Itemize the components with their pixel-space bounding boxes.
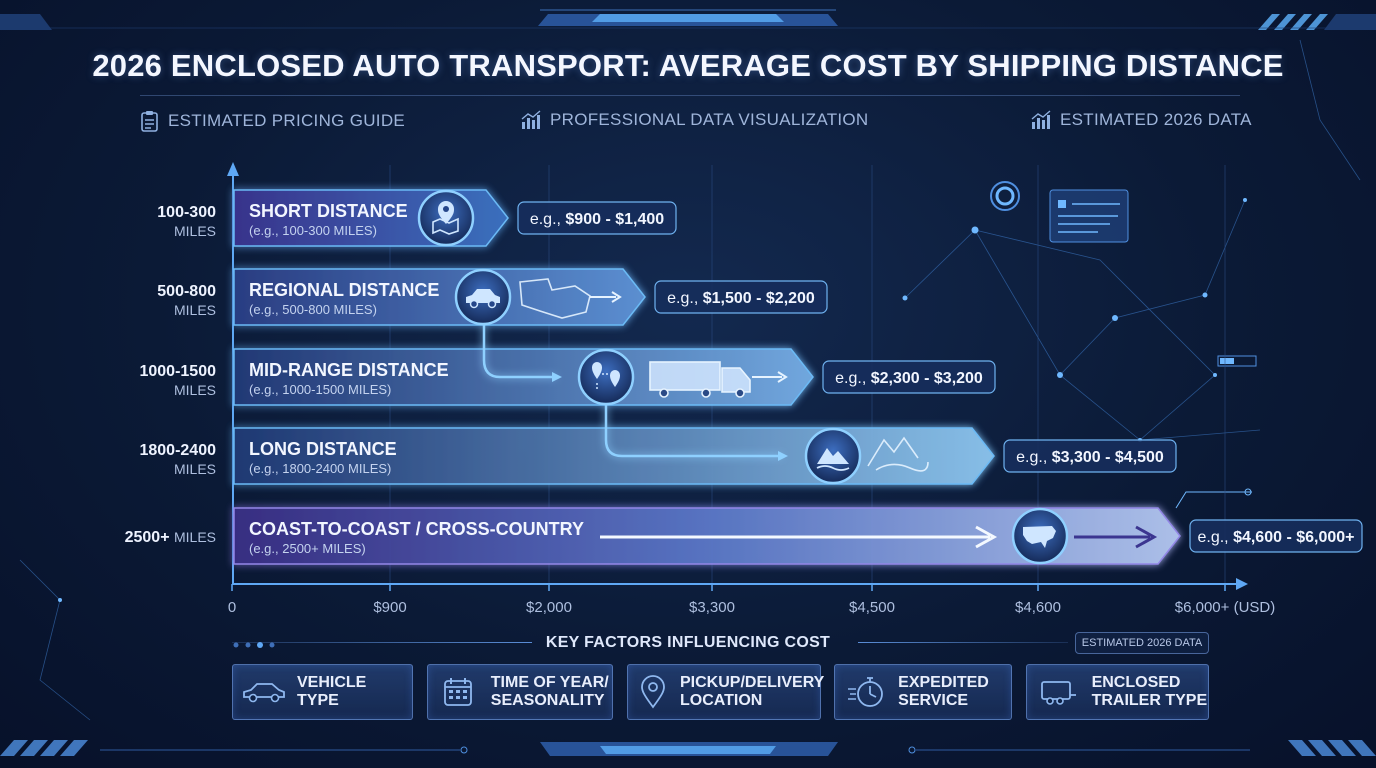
factor-label: ENCLOSED TRAILER TYPE — [1091, 674, 1208, 709]
x-tick-label: $900 — [373, 599, 406, 616]
trailer-icon — [1035, 673, 1082, 711]
cost-label: e.g., $3,300 - $4,500 — [1003, 439, 1177, 473]
factors-divider-right — [858, 642, 1068, 643]
subhead-label: PROFESSIONAL DATA VISUALIZATION — [550, 110, 869, 129]
chart-axes — [227, 162, 1248, 590]
range-unit-label: MILES — [174, 223, 216, 239]
x-tick-label: $6,000+ (USD) — [1175, 599, 1275, 616]
bar-chart-icon — [520, 110, 542, 130]
page-title: 2026 ENCLOSED AUTO TRANSPORT: AVERAGE CO… — [92, 48, 1284, 83]
x-tick-label: $4,600 — [1015, 599, 1061, 616]
svg-text:e.g., $900 - $1,400: e.g., $900 - $1,400 — [530, 211, 664, 228]
mountain-icon — [804, 427, 862, 485]
estimated-data-badge: ESTIMATED 2026 DATA — [1075, 632, 1209, 654]
car-icon — [454, 268, 512, 326]
connector-line — [482, 322, 556, 379]
bar-subtitle: (e.g., 1000-1500 MILES) — [249, 382, 391, 397]
svg-text:e.g., $3,300 - $4,500: e.g., $3,300 - $4,500 — [1016, 449, 1164, 466]
factor-label: EXPEDITED SERVICE — [898, 674, 989, 709]
route-icon — [577, 348, 635, 406]
hud-widgets — [990, 181, 1257, 509]
bar-title: LONG DISTANCE — [249, 439, 397, 459]
calendar-icon — [436, 673, 481, 711]
range-unit-label: MILES — [174, 382, 216, 398]
cost-label: e.g., $900 - $1,400 — [517, 201, 677, 235]
factor-enclosed-trailer: ENCLOSED TRAILER TYPE — [1026, 664, 1209, 720]
range-label: 500-800 — [157, 283, 216, 300]
x-tick-label: $3,300 — [689, 599, 735, 616]
car-icon — [241, 673, 287, 711]
x-axis-ticks: 0 $900 $2,000 $3,300 $4,500 $4,600 $6,000+ (US… — [228, 584, 1275, 616]
range-label: 2500+ MILES — [125, 529, 216, 546]
map-pin-icon — [417, 189, 475, 247]
bar-title: MID-RANGE DISTANCE — [249, 360, 449, 380]
factor-expedited-service: EXPEDITED SERVICE — [834, 664, 1012, 720]
range-label: 1000-1500 — [139, 363, 216, 380]
subhead-label: ESTIMATED 2026 DATA — [1060, 110, 1252, 129]
x-tick-label: 0 — [228, 599, 236, 616]
subhead-label: ESTIMATED PRICING GUIDE — [168, 111, 406, 130]
factor-seasonality: TIME OF YEAR/ SEASONALITY — [427, 664, 613, 720]
factor-vehicle-type: VEHICLE TYPE — [232, 664, 413, 720]
x-tick-label: $4,500 — [849, 599, 895, 616]
bar-title: SHORT DISTANCE — [249, 201, 408, 221]
decor-dots — [232, 638, 282, 656]
subhead-pricing-guide: ESTIMATED PRICING GUIDE — [140, 110, 405, 132]
svg-text:e.g., $2,300 - $3,200: e.g., $2,300 - $3,200 — [835, 370, 983, 387]
range-unit-label: MILES — [174, 302, 216, 318]
bar-illustrations — [519, 278, 1158, 549]
bar-icons-layer — [417, 189, 1158, 565]
factor-label: TIME OF YEAR/ SEASONALITY — [490, 674, 609, 709]
subhead-data-visualization: PROFESSIONAL DATA VISUALIZATION — [520, 110, 869, 130]
bar-chart-icon — [1030, 110, 1052, 130]
bar-subtitle: (e.g., 2500+ MILES) — [249, 541, 366, 556]
key-factors-title: KEY FACTORS INFLUENCING COST — [545, 634, 831, 651]
bar-subtitle: (e.g., 100-300 MILES) — [249, 223, 377, 238]
flow-connectors — [482, 322, 788, 461]
usa-map-icon — [1011, 507, 1069, 565]
title-divider — [140, 95, 1240, 96]
bar-title: COAST-TO-COAST / CROSS-COUNTRY — [249, 519, 584, 539]
bar-labels-layer: 100-300 MILES SHORT DISTANCE (e.g., 100-300… — [125, 201, 1363, 556]
svg-text:e.g., $4,600 - $6,000+: e.g., $4,600 - $6,000+ — [1197, 529, 1354, 546]
connector-arrowhead — [778, 451, 788, 461]
svg-text:e.g., $1,500 - $2,200: e.g., $1,500 - $2,200 — [667, 290, 815, 307]
cost-label: e.g., $4,600 - $6,000+ — [1189, 519, 1363, 553]
bottom-frame — [0, 740, 1376, 756]
range-label: 1800-2400 — [139, 442, 216, 459]
bar-subtitle: (e.g., 500-800 MILES) — [249, 302, 377, 317]
x-tick-label: $2,000 — [526, 599, 572, 616]
top-frame — [0, 9, 1376, 30]
factors-divider-left — [232, 642, 532, 643]
range-label: 100-300 — [157, 204, 216, 221]
clipboard-icon — [140, 110, 160, 132]
factor-label: VEHICLE TYPE — [297, 674, 367, 709]
location-pin-icon — [636, 673, 670, 711]
bar-title: REGIONAL DISTANCE — [249, 280, 439, 300]
connector-line — [604, 402, 782, 458]
factor-label: PICKUP/DELIVERY LOCATION — [680, 674, 825, 709]
range-unit-label: MILES — [174, 461, 216, 477]
bar-subtitle: (e.g., 1800-2400 MILES) — [249, 461, 391, 476]
subhead-estimated-data: ESTIMATED 2026 DATA — [1030, 110, 1252, 130]
cost-label: e.g., $2,300 - $3,200 — [822, 360, 996, 394]
factor-pickup-delivery: PICKUP/DELIVERY LOCATION — [627, 664, 825, 720]
stopwatch-icon — [843, 673, 888, 711]
cost-label: e.g., $1,500 - $2,200 — [654, 280, 828, 314]
connector-arrowhead — [552, 372, 562, 382]
